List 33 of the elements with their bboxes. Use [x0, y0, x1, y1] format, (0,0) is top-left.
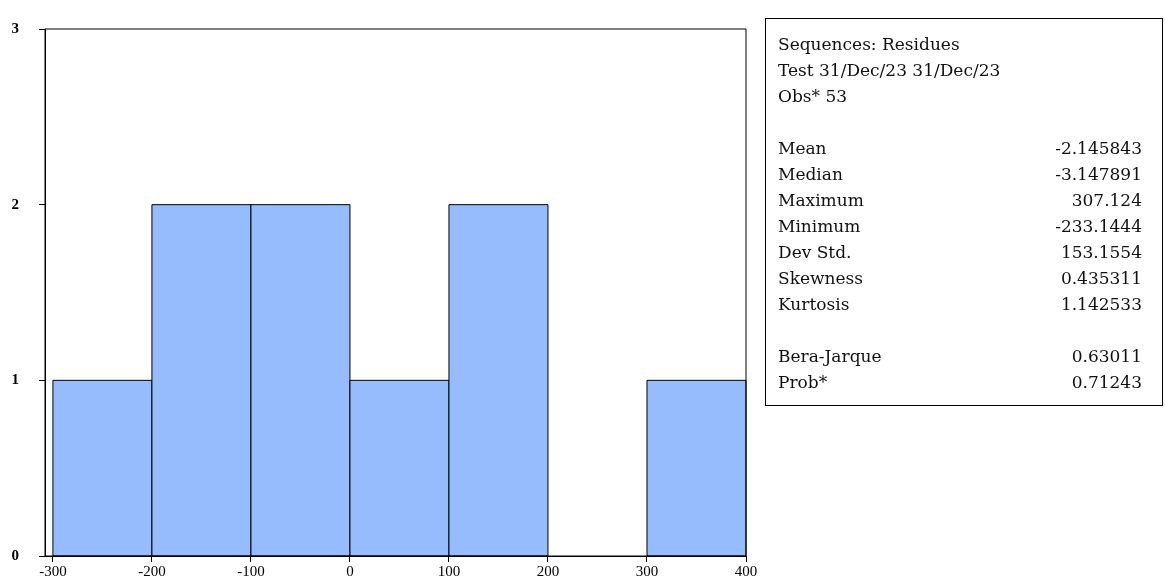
- text: -3.147891: [1055, 164, 1142, 184]
- category-label: Prob*: [778, 371, 828, 394]
- x-tick-label: 400: [734, 562, 758, 579]
- x-tick-label: -300: [39, 562, 67, 579]
- text: Sequences: Residues: [778, 33, 961, 56]
- x-tick-label: -200: [138, 562, 166, 579]
- text: 0.63011: [1071, 346, 1142, 366]
- category-label: Mean: [778, 137, 827, 160]
- category-label: Minimum: [778, 215, 861, 238]
- text: 0.435311: [1060, 268, 1142, 288]
- category-label: Bera-Jarque: [778, 345, 882, 368]
- text: -233.1444: [1055, 216, 1142, 236]
- category-label: Median: [778, 163, 843, 186]
- y-tick-label: 2: [11, 195, 19, 212]
- y-tick-label: 3: [11, 19, 19, 36]
- category-label: Kurtosis: [778, 293, 850, 316]
- category-label: Dev Std.: [778, 241, 852, 264]
- x-tick-label: 100: [437, 562, 461, 579]
- text: Obs* 53: [778, 85, 849, 108]
- x-tick-label: 300: [635, 562, 659, 579]
- text: 153.1554: [1060, 242, 1142, 262]
- category-label: Skewness: [778, 267, 864, 290]
- text: 0.71243: [1071, 372, 1142, 392]
- text: 307.124: [1071, 190, 1142, 210]
- x-tick-label: -100: [237, 562, 265, 579]
- y-tick-label: 1: [11, 371, 19, 388]
- x-tick-label: 0: [346, 562, 354, 579]
- text: 1.142533: [1060, 294, 1142, 314]
- category-label: Maximum: [778, 189, 864, 212]
- text: Test 31/Dec/23 31/Dec/23: [778, 59, 1002, 82]
- text: -2.145843: [1055, 138, 1142, 158]
- y-tick-label: 0: [11, 546, 19, 563]
- x-tick-label: 200: [536, 562, 560, 579]
